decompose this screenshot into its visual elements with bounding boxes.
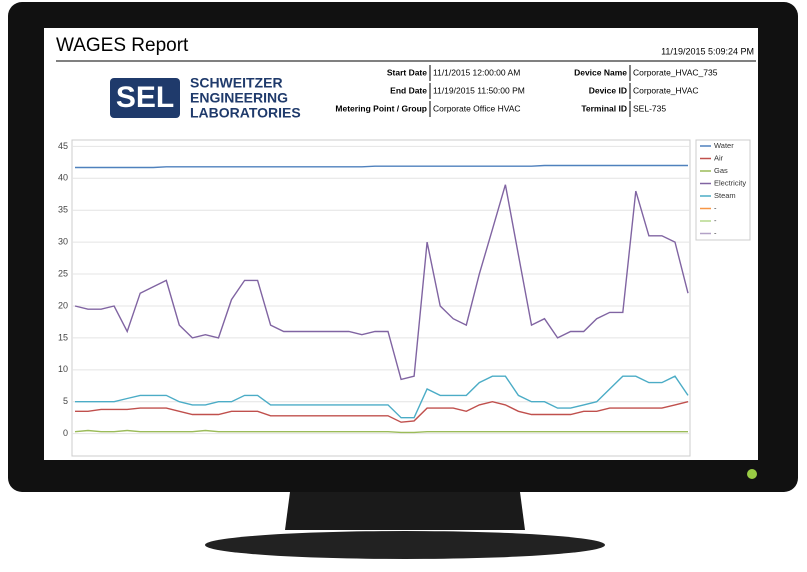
y-tick-label: 45 <box>58 141 68 151</box>
plot-frame <box>71 139 691 457</box>
field-label: Start Date <box>387 67 427 77</box>
legend-label: Air <box>714 153 724 162</box>
field-value: Corporate_HVAC <box>633 85 699 95</box>
legend-label: - <box>714 203 717 212</box>
series-line <box>74 429 688 434</box>
field-label: Device Name <box>574 67 627 77</box>
field-label: Device ID <box>589 85 627 95</box>
series-line <box>75 400 689 423</box>
legend-label: Electricity <box>714 178 746 187</box>
legend-label: - <box>714 216 717 225</box>
logo-line: ENGINEERING <box>190 90 288 106</box>
legend <box>695 139 751 241</box>
logo-mark: SEL <box>116 81 174 114</box>
legend-label: Gas <box>714 166 728 175</box>
series-line <box>75 164 688 169</box>
stand-base <box>205 531 605 559</box>
logo-line: LABORATORIES <box>190 105 301 121</box>
y-tick-label: 5 <box>63 396 68 406</box>
logo-box <box>110 78 180 118</box>
timestamp: 11/19/2015 5:09:24 PM <box>661 46 754 56</box>
field-value: 11/19/2015 11:50:00 PM <box>433 85 525 95</box>
power-led <box>747 469 757 479</box>
legend-label: Steam <box>714 191 736 200</box>
report-title: WAGES Report <box>56 35 189 56</box>
legend-label: Water <box>714 141 734 150</box>
y-tick-label: 35 <box>58 205 68 215</box>
field-label: End Date <box>390 85 427 95</box>
y-tick-label: 15 <box>58 332 68 342</box>
logo-line: SCHWEITZER <box>190 75 283 91</box>
y-tick-label: 40 <box>58 173 68 183</box>
field-label: Terminal ID <box>581 103 627 113</box>
y-tick-label: 30 <box>58 237 68 247</box>
y-tick-label: 10 <box>58 364 68 374</box>
stand-neck <box>285 492 525 530</box>
field-value: 11/1/2015 12:00:00 AM <box>433 67 520 77</box>
field-value: Corporate Office HVAC <box>433 103 521 113</box>
legend-label: - <box>714 228 717 237</box>
series-line <box>74 184 689 381</box>
y-tick-label: 20 <box>58 300 68 310</box>
field-value: SEL-735 <box>633 103 666 113</box>
field-label: Metering Point / Group <box>335 103 427 113</box>
y-tick-label: 0 <box>63 428 68 438</box>
series-line <box>75 375 689 419</box>
field-value: Corporate_HVAC_735 <box>633 67 718 77</box>
y-tick-label: 25 <box>58 268 68 278</box>
